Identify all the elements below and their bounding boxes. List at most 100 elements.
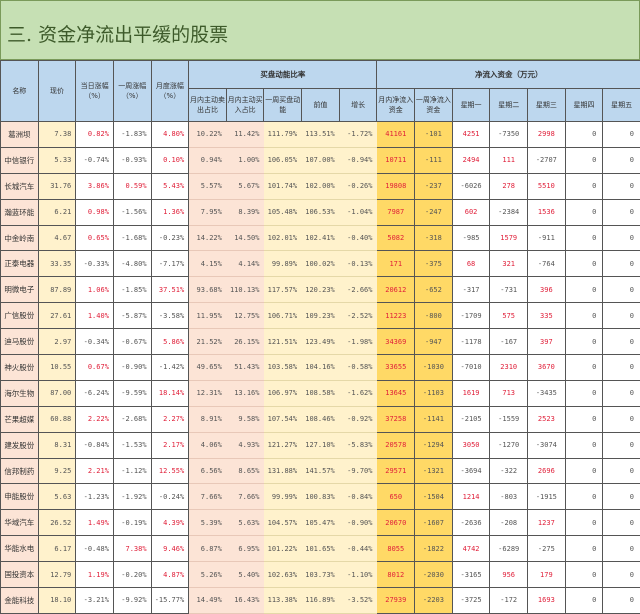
cell: 6.95%	[226, 536, 264, 562]
cell: 107.00%	[302, 147, 340, 173]
cell: 108.58%	[302, 380, 340, 406]
cell: 321	[490, 251, 528, 277]
cell: 0.67%	[76, 355, 114, 381]
cell: -0.40%	[339, 225, 377, 251]
cell: 5082	[377, 225, 415, 251]
stock-name: 明微电子	[1, 277, 39, 303]
cell: 0.65%	[76, 225, 114, 251]
col-week-momentum: 一周买盘动能	[264, 89, 302, 122]
group-buy-momentum: 买盘动能比率	[189, 61, 377, 89]
cell: 0.98%	[76, 199, 114, 225]
cell: 4.06%	[189, 432, 227, 458]
cell: -15.77%	[151, 588, 189, 614]
group-net-inflow: 净流入资金（万元）	[377, 61, 640, 89]
cell: 131.88%	[264, 458, 302, 484]
cell: -1504	[415, 484, 453, 510]
cell: 0	[565, 329, 603, 355]
cell: -1.42%	[151, 355, 189, 381]
cell: 4.39%	[151, 510, 189, 536]
cell: -7350	[490, 122, 528, 148]
cell: -9.59%	[113, 380, 151, 406]
cell: -3725	[452, 588, 490, 614]
page-title: 三. 资金净流出平缓的股票	[7, 20, 228, 47]
cell: -237	[415, 173, 453, 199]
col-day-change: 当日涨幅（%）	[76, 61, 114, 122]
cell: -1709	[452, 303, 490, 329]
cell: -1.56%	[113, 199, 151, 225]
cell: -0.94%	[339, 147, 377, 173]
cell: 0	[565, 225, 603, 251]
cell: 3050	[452, 432, 490, 458]
cell: -0.74%	[76, 147, 114, 173]
cell: 650	[377, 484, 415, 510]
cell: 0.10%	[151, 147, 189, 173]
cell: 6.56%	[189, 458, 227, 484]
cell: 0	[565, 199, 603, 225]
cell: 99.89%	[264, 251, 302, 277]
cell: -1.85%	[113, 277, 151, 303]
cell: 1.00%	[226, 147, 264, 173]
cell: 7.38%	[113, 536, 151, 562]
cell: 10.55	[38, 355, 76, 381]
cell: -1294	[415, 432, 453, 458]
cell: 5.33	[38, 147, 76, 173]
cell: 11223	[377, 303, 415, 329]
cell: 8.91%	[189, 406, 227, 432]
cell: 0	[565, 122, 603, 148]
cell: 13.16%	[226, 380, 264, 406]
cell: -6.24%	[76, 380, 114, 406]
cell: -318	[415, 225, 453, 251]
cell: 3670	[528, 355, 566, 381]
cell: -375	[415, 251, 453, 277]
cell: -652	[415, 277, 453, 303]
cell: 8.65%	[226, 458, 264, 484]
cell: 7.38	[38, 122, 76, 148]
cell: 27939	[377, 588, 415, 614]
cell: 5.39%	[189, 510, 227, 536]
cell: 1214	[452, 484, 490, 510]
cell: 0.59%	[113, 173, 151, 199]
cell: 0	[565, 536, 603, 562]
cell: 29571	[377, 458, 415, 484]
cell: 0	[565, 303, 603, 329]
cell: 102.63%	[264, 562, 302, 588]
cell: 6.21	[38, 199, 76, 225]
cell: 111.79%	[264, 122, 302, 148]
cell: -0.67%	[113, 329, 151, 355]
cell: 101.65%	[302, 536, 340, 562]
cell: 1536	[528, 199, 566, 225]
cell: 335	[528, 303, 566, 329]
cell: 0	[565, 173, 603, 199]
cell: -731	[490, 277, 528, 303]
cell: -800	[415, 303, 453, 329]
cell: 87.89	[38, 277, 76, 303]
stock-name: 葛洲坝	[1, 122, 39, 148]
col-prev: 前值	[302, 89, 340, 122]
cell: -167	[490, 329, 528, 355]
cell: 121.51%	[264, 329, 302, 355]
cell: 106.05%	[264, 147, 302, 173]
cell: -1.68%	[113, 225, 151, 251]
cell: 1579	[490, 225, 528, 251]
cell: 278	[490, 173, 528, 199]
cell: 106.71%	[264, 303, 302, 329]
cell: 4251	[452, 122, 490, 148]
cell: 0	[565, 432, 603, 458]
cell: 10711	[377, 147, 415, 173]
cell: -5.87%	[113, 303, 151, 329]
cell: 6.87%	[189, 536, 227, 562]
cell: 127.10%	[302, 432, 340, 458]
cell: 2.17%	[151, 432, 189, 458]
cell: 8.39%	[226, 199, 264, 225]
cell: -317	[452, 277, 490, 303]
cell: -208	[490, 510, 528, 536]
cell: 8.31	[38, 432, 76, 458]
cell: -1915	[528, 484, 566, 510]
cell: -0.90%	[339, 510, 377, 536]
cell: 0	[565, 458, 603, 484]
stock-name: 建发股份	[1, 432, 39, 458]
cell: -2105	[452, 406, 490, 432]
